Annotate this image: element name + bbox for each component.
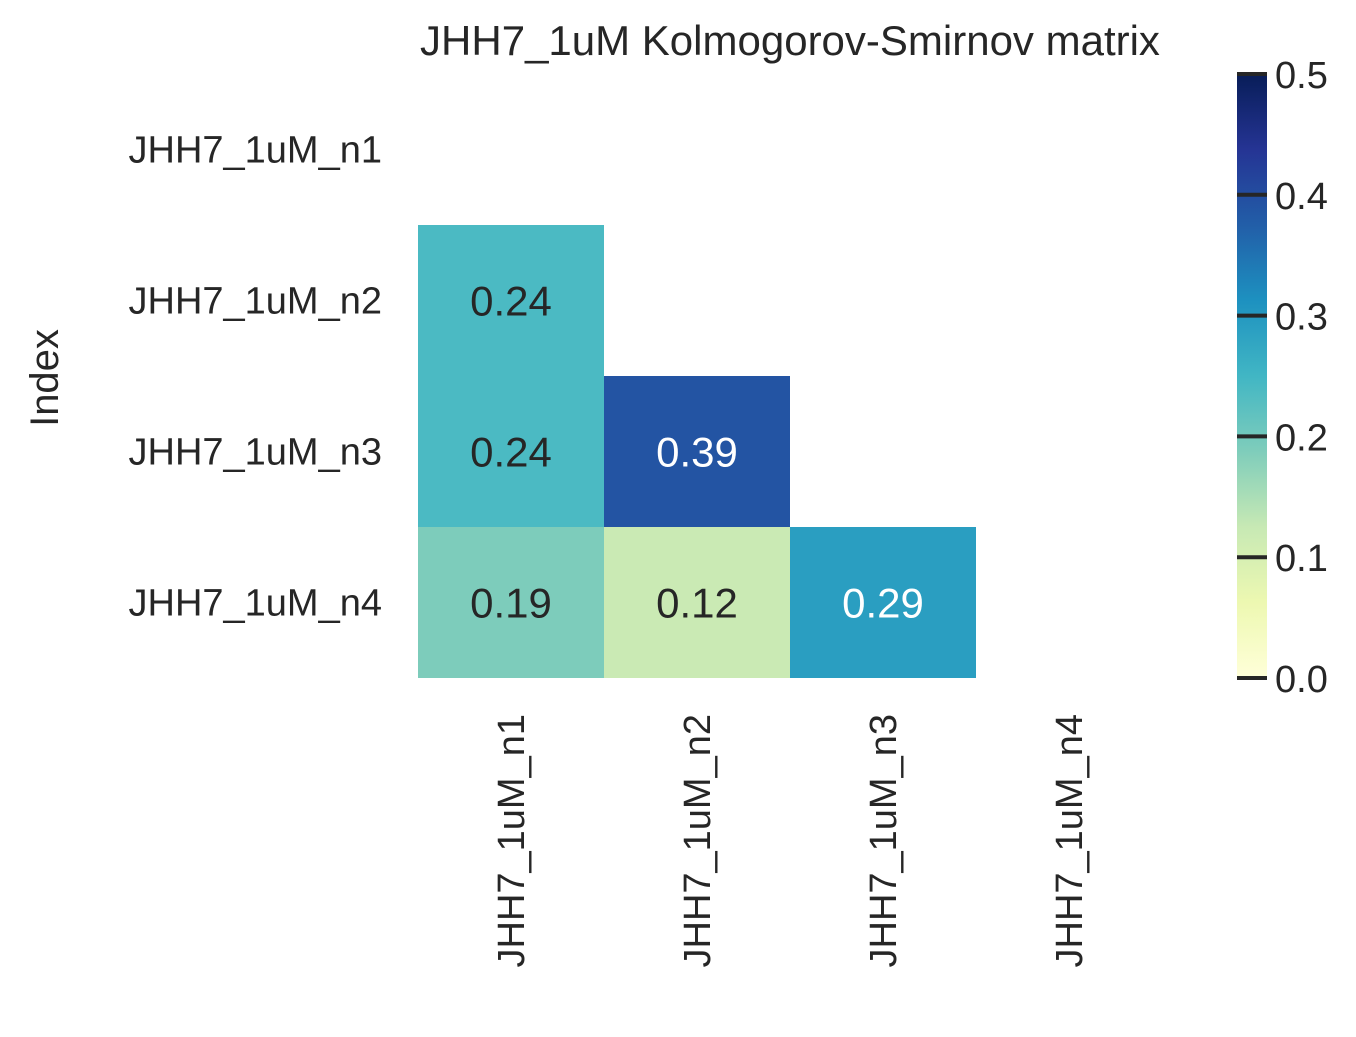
chart-title: JHH7_1uM Kolmogorov-Smirnov matrix — [420, 17, 1160, 64]
row-tick-label: JHH7_1uM_n2 — [129, 281, 382, 323]
row-tick-label: JHH7_1uM_n3 — [129, 432, 382, 474]
cell-value-label: 0.12 — [656, 580, 738, 627]
y-axis-label: Index — [23, 329, 67, 427]
column-tick-label: JHH7_1uM_n1 — [491, 714, 533, 967]
colorbar-tick-label: 0.2 — [1275, 417, 1328, 459]
column-tick-labels: JHH7_1uM_n1 JHH7_1uM_n2 JHH7_1uM_n3 JHH7_1u… — [491, 714, 1091, 967]
colorbar — [1237, 74, 1267, 678]
heatmap-cell — [418, 527, 604, 678]
row-tick-label: JHH7_1uM_n1 — [129, 130, 382, 172]
heatmap-cell — [418, 225, 604, 376]
cell-value-label: 0.19 — [470, 580, 552, 627]
cell-value-label: 0.29 — [842, 580, 924, 627]
row-tick-labels: JHH7_1uM_n1 JHH7_1uM_n2 JHH7_1uM_n3 JHH7_1u… — [129, 130, 382, 625]
column-tick-label: JHH7_1uM_n2 — [677, 714, 719, 967]
colorbar-tick-label: 0.1 — [1275, 538, 1328, 580]
row-tick-label: JHH7_1uM_n4 — [129, 583, 382, 625]
column-tick-label: JHH7_1uM_n4 — [1049, 714, 1091, 967]
colorbar-tick-label: 0.5 — [1275, 55, 1328, 97]
heatmap-cell — [790, 527, 976, 678]
cell-value-label: 0.39 — [656, 429, 738, 476]
heatmap-cell — [604, 376, 790, 527]
column-tick-label: JHH7_1uM_n3 — [863, 714, 905, 967]
colorbar-tick-label: 0.0 — [1275, 659, 1328, 701]
colorbar-tick-label: 0.3 — [1275, 297, 1328, 339]
colorbar-ticks: 0.0 0.1 0.2 0.3 0.4 0.5 — [1237, 55, 1328, 701]
colorbar-tick-label: 0.4 — [1275, 176, 1328, 218]
heatmap-cell — [418, 376, 604, 527]
heatmap-cell — [604, 527, 790, 678]
heatmap-cells: 0.24 0.24 0.39 0.19 0.12 0.29 — [418, 225, 976, 678]
cell-value-label: 0.24 — [470, 278, 552, 325]
cell-value-label: 0.24 — [470, 429, 552, 476]
